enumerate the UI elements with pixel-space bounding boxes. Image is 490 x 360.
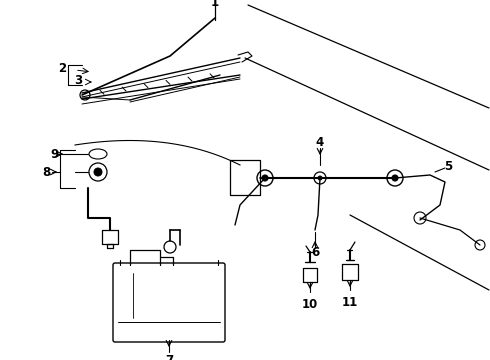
Circle shape [314,172,326,184]
Circle shape [94,168,102,176]
Text: 2: 2 [58,62,66,75]
Circle shape [387,170,403,186]
Text: 7: 7 [165,354,173,360]
Circle shape [257,170,273,186]
Circle shape [89,163,107,181]
Text: 5: 5 [444,159,452,172]
Text: 10: 10 [302,297,318,310]
Circle shape [80,90,90,100]
Text: 11: 11 [342,296,358,309]
Circle shape [414,212,426,224]
Circle shape [318,176,322,180]
Text: 1: 1 [211,0,219,9]
Text: 9: 9 [50,148,58,161]
Circle shape [262,175,268,181]
Circle shape [164,241,176,253]
Circle shape [392,175,398,181]
Circle shape [475,240,485,250]
Text: 3: 3 [74,73,82,86]
Text: 6: 6 [311,246,319,258]
Text: 4: 4 [316,135,324,148]
Text: 8: 8 [42,166,50,179]
